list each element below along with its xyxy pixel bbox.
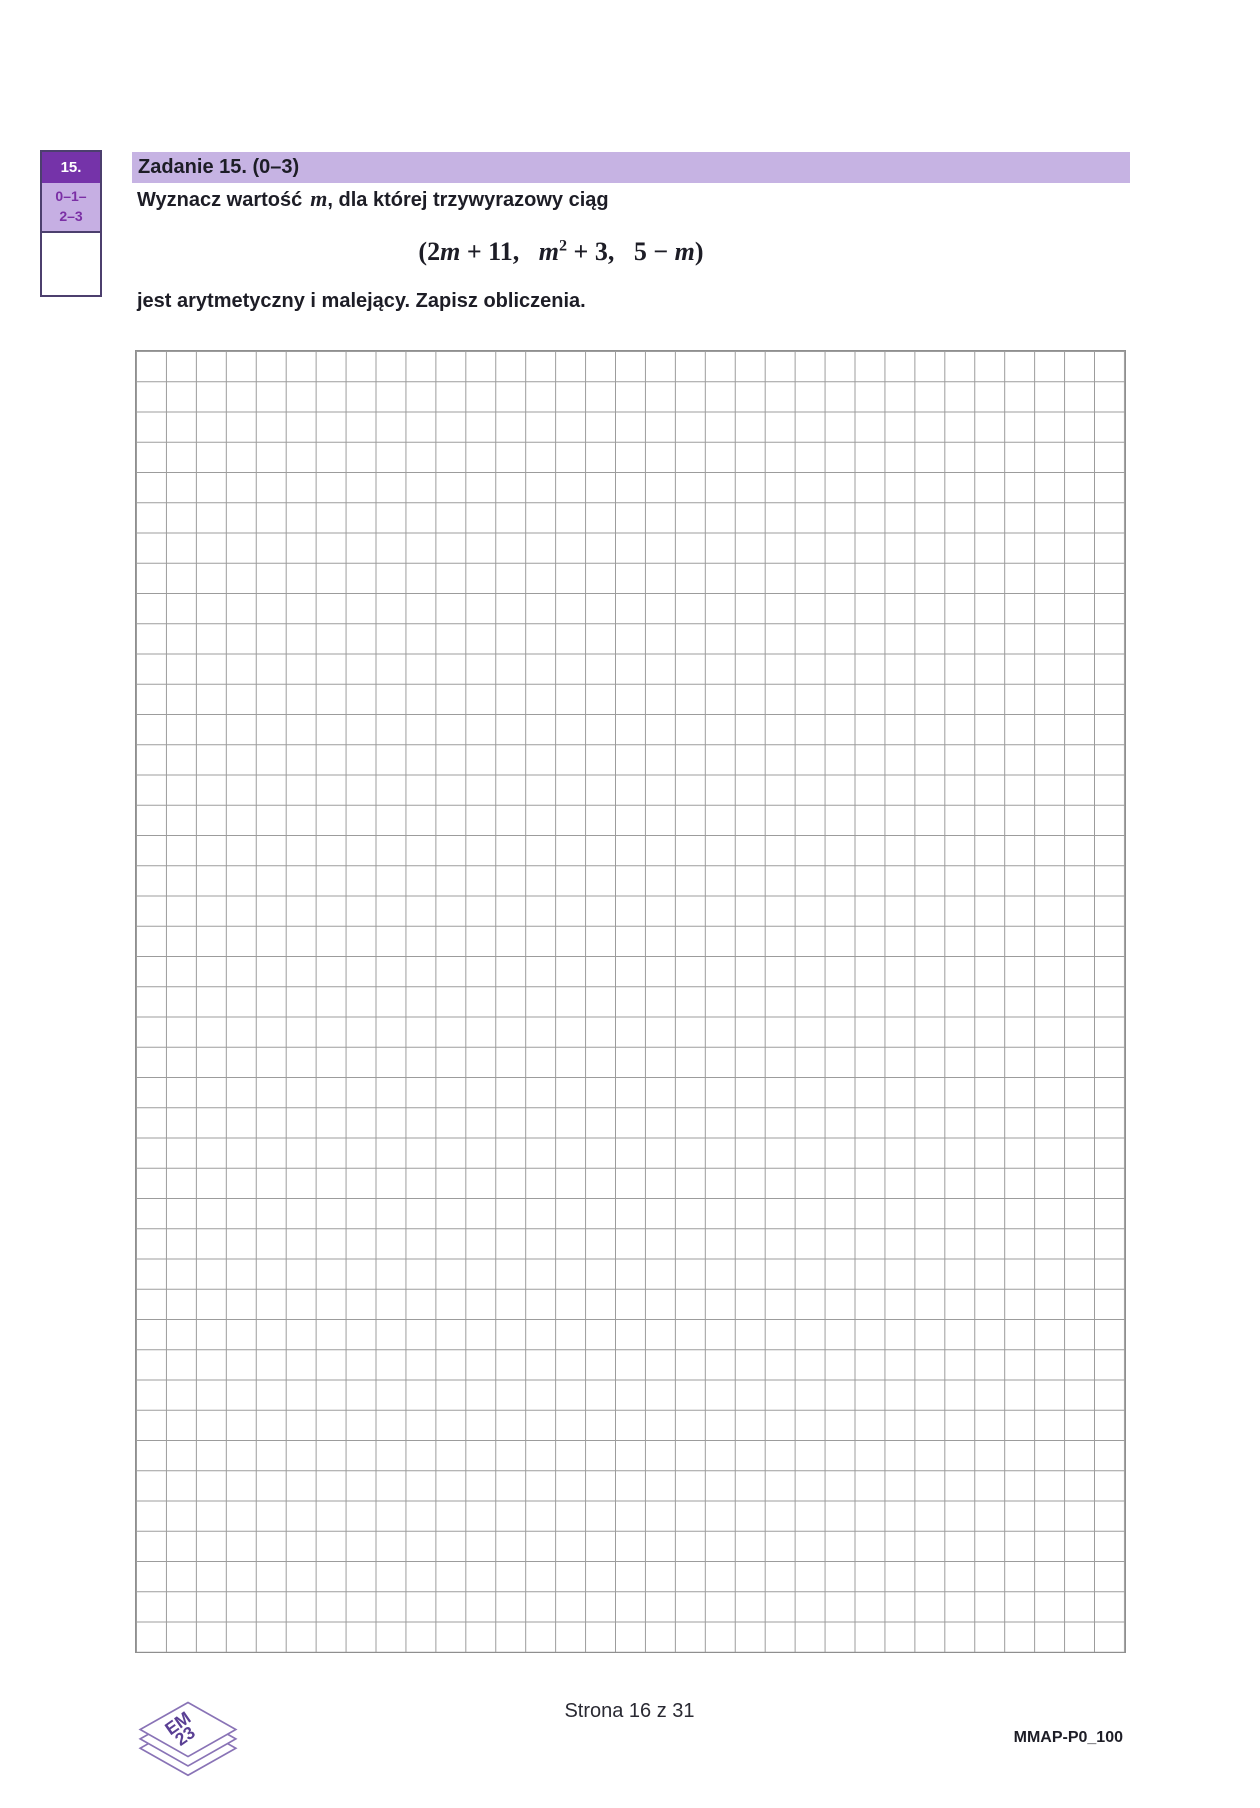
task-points-line2: 2–3 [59, 208, 83, 225]
task-points-range: 0–1– 2–3 [42, 183, 100, 233]
task-score-blank-box [42, 232, 100, 295]
formula-seg4: ) [694, 237, 704, 266]
sequence-formula: (2m + 11, m2 + 3, 5 − m) [418, 237, 703, 266]
task-points-line1: 0–1– [55, 188, 87, 204]
formula-var-m1: m [440, 237, 461, 266]
task-title-bar: Zadanie 15. (0–3) [132, 152, 1130, 183]
problem-intro: Wyznacz wartość m, dla której trzywyrazow… [137, 186, 1127, 212]
page-number: Strona 16 z 31 [564, 1700, 695, 1722]
formula-var-m2: m [538, 237, 559, 266]
task-title: Zadanie 15. (0–3) [138, 156, 300, 178]
problem-outro: jest arytmetyczny i malejący. Zapisz obl… [137, 290, 586, 312]
formula-seg1: (2 [418, 237, 441, 266]
math-variable-m: m [310, 186, 328, 211]
document-form-code: MMAP-P0_100 [1013, 1729, 1123, 1746]
formula-seg2: + 11, [460, 237, 539, 266]
intro-text-after: , dla której trzywyrazowy ciąg [327, 189, 609, 211]
exam-stack-logo-icon: EM 23 [138, 1701, 238, 1777]
formula-container: (2m + 11, m2 + 3, 5 − m) [137, 237, 985, 267]
formula-seg3: + 3, 5 − [567, 237, 675, 266]
task-marker-box: 15. 0–1– 2–3 [40, 150, 102, 297]
task-number-badge: 15. [42, 152, 100, 183]
work-grid [135, 350, 1126, 1653]
formula-var-m3: m [674, 237, 695, 266]
formula-exponent: 2 [558, 237, 568, 255]
intro-text-before: Wyznacz wartość [137, 189, 303, 211]
